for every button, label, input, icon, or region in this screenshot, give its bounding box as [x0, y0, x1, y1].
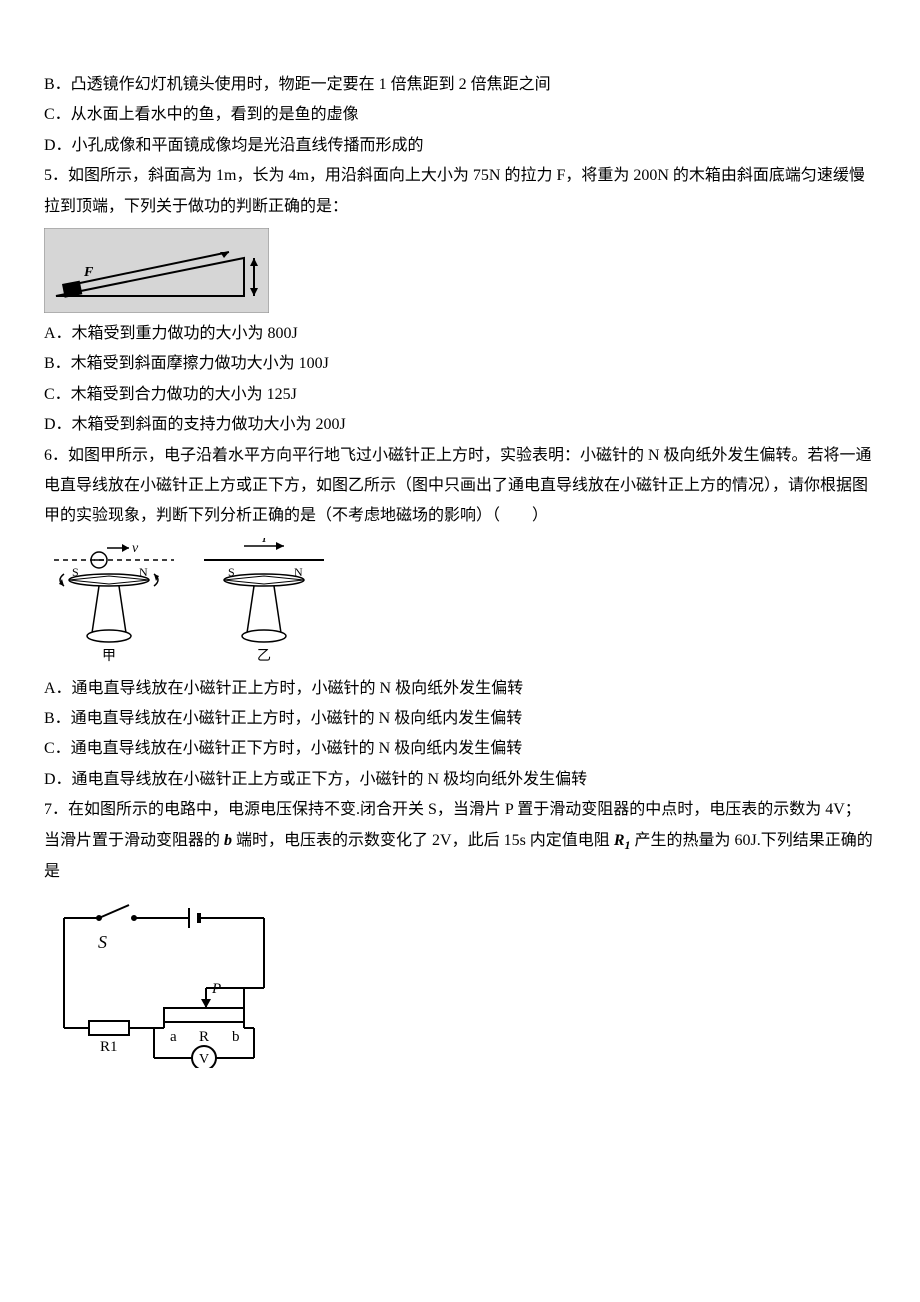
q7-label-P: P — [211, 981, 221, 997]
q6-right-N: N — [294, 565, 303, 579]
q4-option-d: D．小孔成像和平面镜成像均是光沿直线传播而形成的 — [44, 131, 876, 161]
q7-figure: S R1 a R b P V — [44, 893, 876, 1068]
q6-label-I: I — [261, 538, 268, 546]
q7-label-R: R — [199, 1029, 209, 1045]
q5-option-b: B．木箱受到斜面摩擦力做功大小为 100J — [44, 349, 876, 379]
q7-label-V: V — [199, 1052, 209, 1067]
q6-option-d: D．通电直导线放在小磁针正上方或正下方，小磁针的 N 极均向纸外发生偏转 — [44, 765, 876, 795]
svg-text:F: F — [83, 265, 94, 280]
q6-option-a: A．通电直导线放在小磁针正上方时，小磁针的 N 极向纸外发生偏转 — [44, 674, 876, 704]
q7-stem-line2: 当滑片置于滑动变阻器的 b 端时，电压表的示数变化了 2V，此后 15s 内定值… — [44, 826, 876, 887]
q5-option-c: C．木箱受到合力做功的大小为 125J — [44, 380, 876, 410]
q7-stem-line1: 7．在如图所示的电路中，电源电压保持不变.闭合开关 S，当滑片 P 置于滑动变阻… — [44, 795, 876, 825]
q6-left-N: N — [139, 565, 148, 579]
q7-label-S: S — [98, 932, 107, 952]
q7-label-b: b — [232, 1029, 240, 1045]
q4-option-b: B．凸透镜作幻灯机镜头使用时，物距一定要在 1 倍焦距到 2 倍焦距之间 — [44, 70, 876, 100]
q5-stem: 5．如图所示，斜面高为 1m，长为 4m，用沿斜面向上大小为 75N 的拉力 F… — [44, 161, 876, 222]
q6-left-S: S — [72, 565, 79, 579]
q5-option-d: D．木箱受到斜面的支持力做功大小为 200J — [44, 410, 876, 440]
q7-stem-2b: 端时，电压表的示数变化了 2V，此后 15s 内定值电阻 — [232, 832, 614, 849]
q7-stem-2a: 当滑片置于滑动变阻器的 — [44, 832, 224, 849]
q6-label-left: 甲 — [102, 649, 116, 664]
q6-label-right: 乙 — [257, 648, 271, 664]
q4-option-c: C．从水面上看水中的鱼，看到的是鱼的虚像 — [44, 100, 876, 130]
q7-label-a: a — [170, 1029, 177, 1045]
q6-label-v: v — [132, 541, 139, 556]
q6-option-c: C．通电直导线放在小磁针正下方时，小磁针的 N 极向纸内发生偏转 — [44, 734, 876, 764]
q7-stem-b: b — [224, 832, 232, 849]
q7-stem-R1: R1 — [614, 832, 631, 849]
q6-option-b: B．通电直导线放在小磁针正上方时，小磁针的 N 极向纸内发生偏转 — [44, 704, 876, 734]
q7-label-R1: R1 — [100, 1039, 118, 1055]
q6-right-S: S — [228, 565, 235, 579]
q5-figure: F — [44, 228, 876, 313]
q6-stem: 6．如图甲所示，电子沿着水平方向平行地飞过小磁针正上方时，实验表明：小磁针的 N… — [44, 441, 876, 532]
q5-option-a: A．木箱受到重力做功的大小为 800J — [44, 319, 876, 349]
q6-figure: v S N 甲 I S N 乙 — [44, 538, 876, 668]
